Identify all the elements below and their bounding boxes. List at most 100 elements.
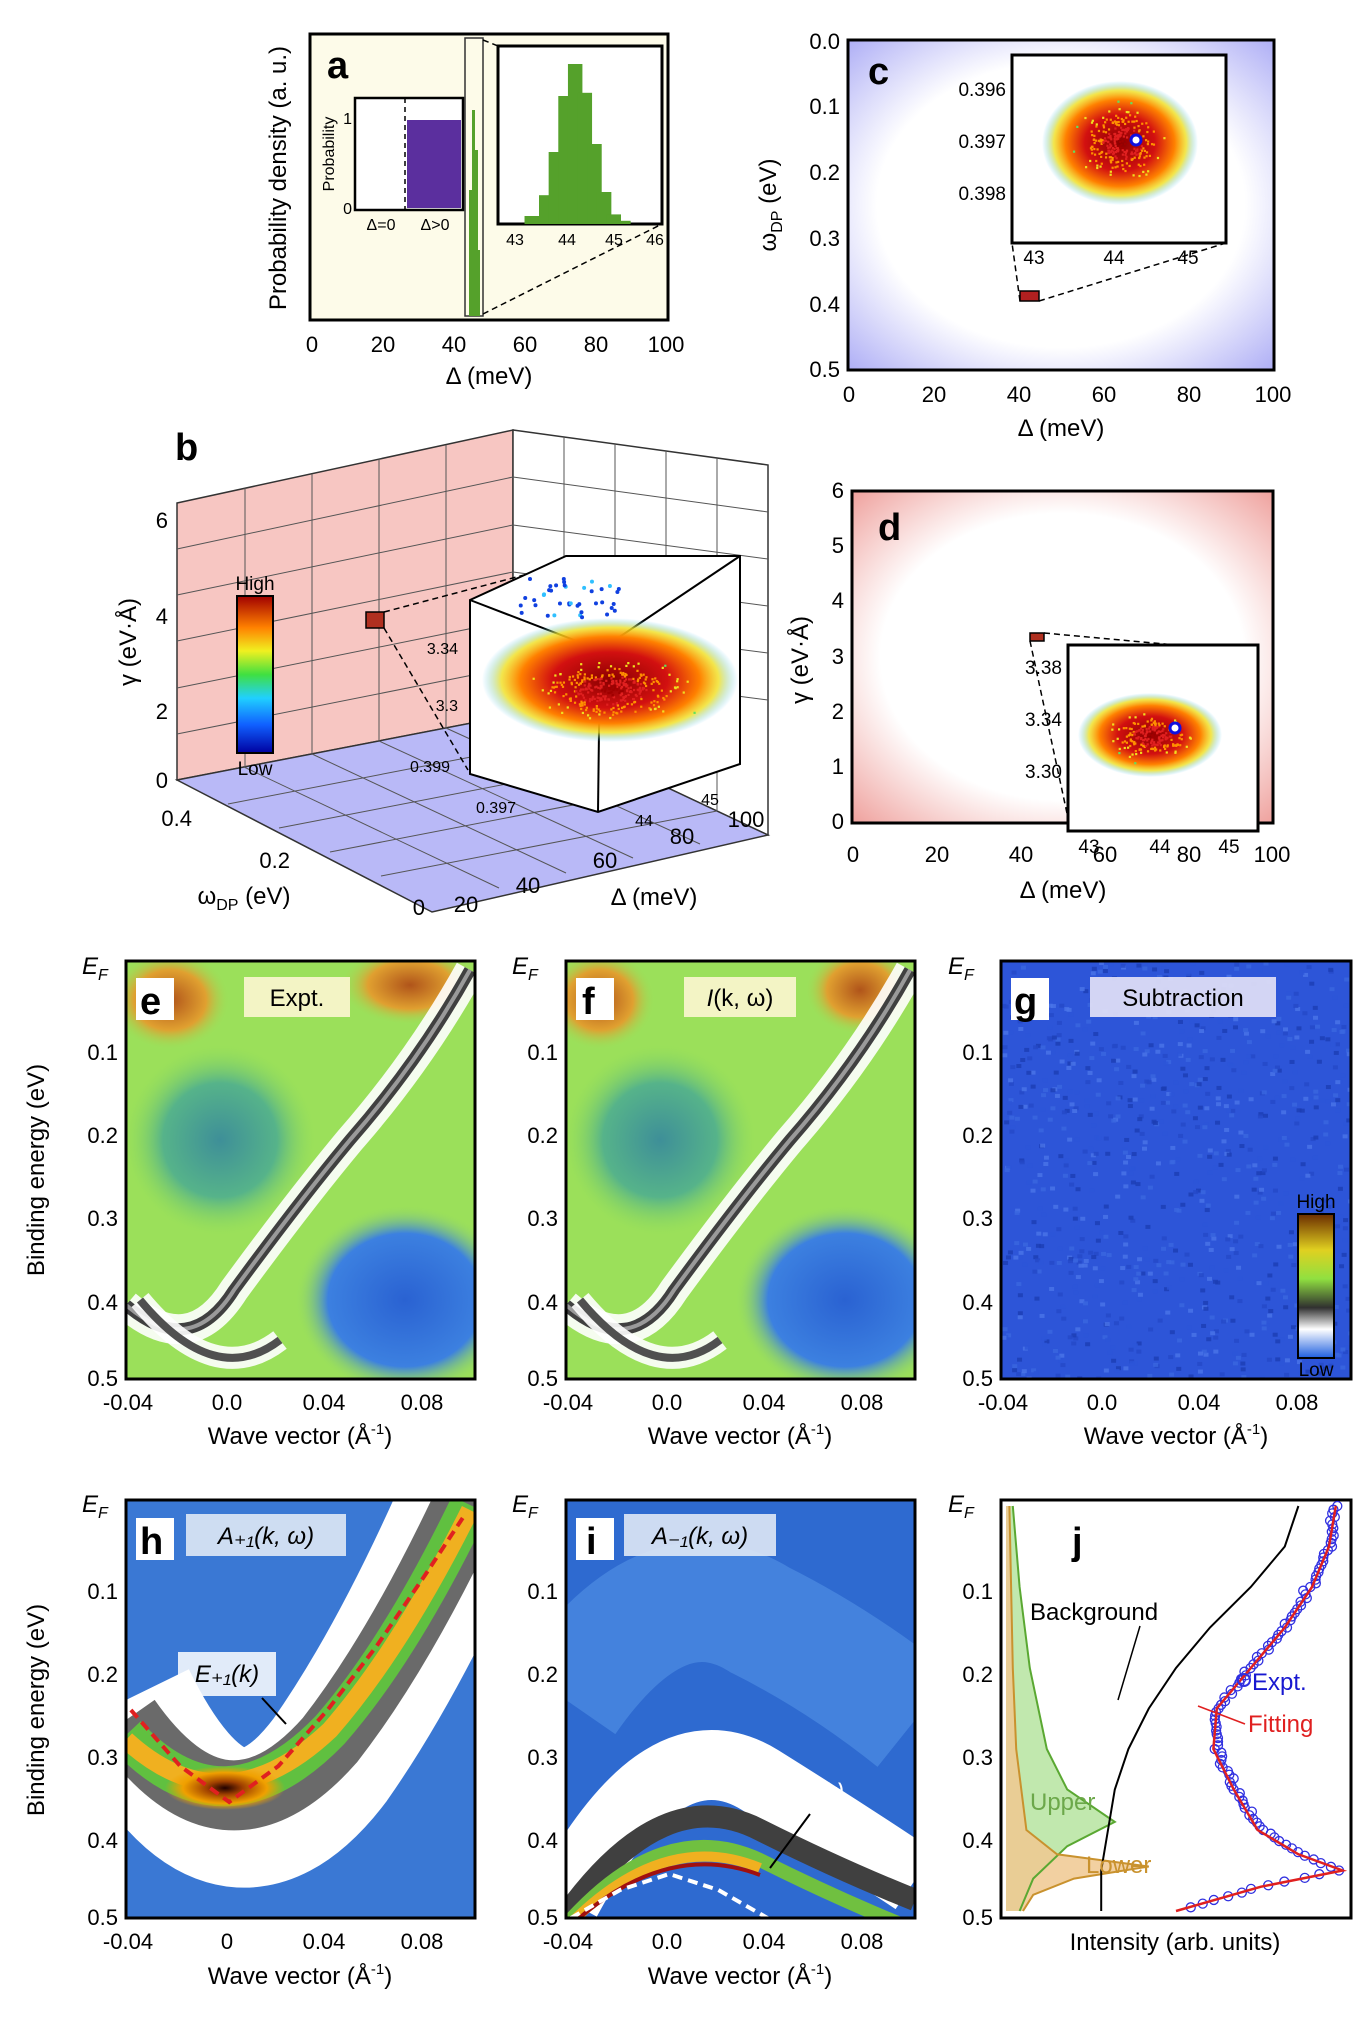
c-xtick-3: 60: [1092, 382, 1116, 407]
b-scatter-point: [618, 667, 621, 671]
noise-pixel: [1342, 1134, 1348, 1139]
d-scatter-point: [1155, 726, 1159, 729]
noise-pixel: [1346, 1118, 1351, 1123]
noise-pixel: [1319, 1036, 1325, 1041]
i-xtick-1: 0.0: [652, 1929, 683, 1954]
c-scatter-point: [1076, 125, 1079, 128]
b-scatter-point: [609, 685, 613, 688]
noise-pixel: [1204, 1208, 1210, 1213]
noise-pixel: [1080, 1216, 1086, 1221]
c-xtick-2: 40: [1007, 382, 1031, 407]
b-scatter-point: [663, 698, 666, 701]
noise-pixel: [1058, 1358, 1064, 1363]
noise-pixel: [1165, 1100, 1171, 1105]
noise-pixel: [1073, 1290, 1079, 1295]
c-xlabel: Δ (meV): [1018, 415, 1105, 442]
j-ytick-1: 0.2: [962, 1662, 993, 1687]
panel-a-letter: a: [327, 45, 349, 87]
b-scatter-point: [597, 686, 600, 689]
noise-pixel: [1041, 1336, 1047, 1341]
b-scatter-point: [568, 675, 571, 679]
c-scatter-point: [1122, 120, 1125, 123]
noise-pixel: [1261, 1090, 1267, 1095]
d-scatter-point: [1172, 743, 1175, 746]
noise-pixel: [1007, 1110, 1013, 1115]
panel-h-title: A₊₁(k, ω): [216, 1523, 314, 1550]
noise-pixel: [1194, 1125, 1200, 1130]
inset-cat-1: Δ>0: [421, 217, 450, 234]
c-scatter-point: [1133, 126, 1136, 129]
noise-pixel: [1123, 1242, 1129, 1247]
b-scatter-point: [555, 685, 558, 688]
i-xtick-2: 0.04: [743, 1929, 786, 1954]
noise-pixel: [1340, 1365, 1346, 1370]
noise-pixel: [1336, 1353, 1342, 1358]
noise-pixel: [1140, 1271, 1146, 1276]
noise-pixel: [1014, 1116, 1020, 1121]
noise-pixel: [1273, 1054, 1279, 1059]
b-scatter-point: [583, 676, 586, 679]
noise-pixel: [1307, 1096, 1313, 1101]
noise-pixel: [1079, 987, 1085, 992]
d-scatter-point: [1131, 753, 1134, 756]
noise-pixel: [1261, 1196, 1267, 1201]
c-scatter-point: [1133, 129, 1136, 132]
c-scatter-point: [1119, 131, 1122, 134]
c-scatter-point: [1125, 116, 1128, 119]
noise-pixel: [1197, 1077, 1203, 1082]
noise-pixel: [1263, 961, 1269, 966]
noise-pixel: [1187, 1037, 1193, 1042]
noise-pixel: [1302, 1011, 1308, 1016]
f-xtick-3: 0.08: [841, 1390, 884, 1415]
d-scatter-point: [1151, 744, 1154, 747]
noise-pixel: [1274, 1065, 1280, 1070]
noise-pixel: [1115, 1114, 1121, 1119]
noise-pixel: [1051, 1035, 1057, 1040]
c-inset-ytick-2: 0.398: [958, 184, 1006, 205]
noise-pixel: [1065, 1374, 1071, 1379]
noise-pixel: [1002, 1053, 1008, 1058]
noise-pixel: [1300, 1162, 1306, 1167]
noise-pixel: [1019, 1160, 1025, 1165]
e-ytick-3: 0.4: [87, 1290, 118, 1315]
noise-pixel: [1264, 1323, 1270, 1328]
noise-pixel: [1131, 1288, 1137, 1293]
c-scatter-point: [1089, 147, 1093, 150]
noise-pixel: [1230, 1318, 1236, 1323]
b-scatter-point: [673, 686, 677, 689]
c-scatter-point: [1148, 154, 1152, 157]
d-scatter-point: [1148, 733, 1151, 737]
noise-pixel: [1210, 1233, 1216, 1238]
noise-pixel: [1127, 1098, 1133, 1103]
c-scatter-point: [1114, 132, 1117, 136]
noise-pixel: [1319, 1098, 1325, 1103]
noise-pixel: [1090, 971, 1096, 976]
noise-pixel: [1144, 1049, 1150, 1054]
h-xtick-2: 0.04: [303, 1929, 346, 1954]
noise-pixel: [1200, 1190, 1206, 1195]
b-scatter-point: [637, 689, 640, 692]
b-scatter-point: [624, 683, 628, 686]
noise-pixel: [1018, 1026, 1024, 1031]
b-scatter-point: [600, 677, 603, 680]
noise-pixel: [1004, 1120, 1010, 1125]
noise-pixel: [1209, 1315, 1215, 1320]
c-scatter-point: [1099, 165, 1102, 168]
panel-i-frame: [564, 1498, 917, 1920]
noise-pixel: [1281, 1094, 1287, 1099]
b-scatter-point: [606, 703, 609, 706]
c-scatter-point: [1121, 140, 1124, 143]
b-scatter-point: [570, 683, 573, 686]
c-scatter-point: [1091, 145, 1094, 148]
c-scatter-point: [1110, 149, 1114, 152]
noise-pixel: [1140, 1031, 1146, 1036]
c-scatter-point: [1097, 129, 1101, 133]
noise-pixel: [1134, 1128, 1140, 1133]
d-scatter-point: [1136, 730, 1139, 733]
noise-pixel: [1060, 1304, 1066, 1309]
d-scatter-point: [1161, 722, 1164, 725]
noise-pixel: [1017, 1019, 1023, 1024]
noise-pixel: [1238, 1130, 1244, 1135]
b-scatter-point: [594, 686, 597, 689]
noise-pixel: [1132, 1097, 1138, 1102]
